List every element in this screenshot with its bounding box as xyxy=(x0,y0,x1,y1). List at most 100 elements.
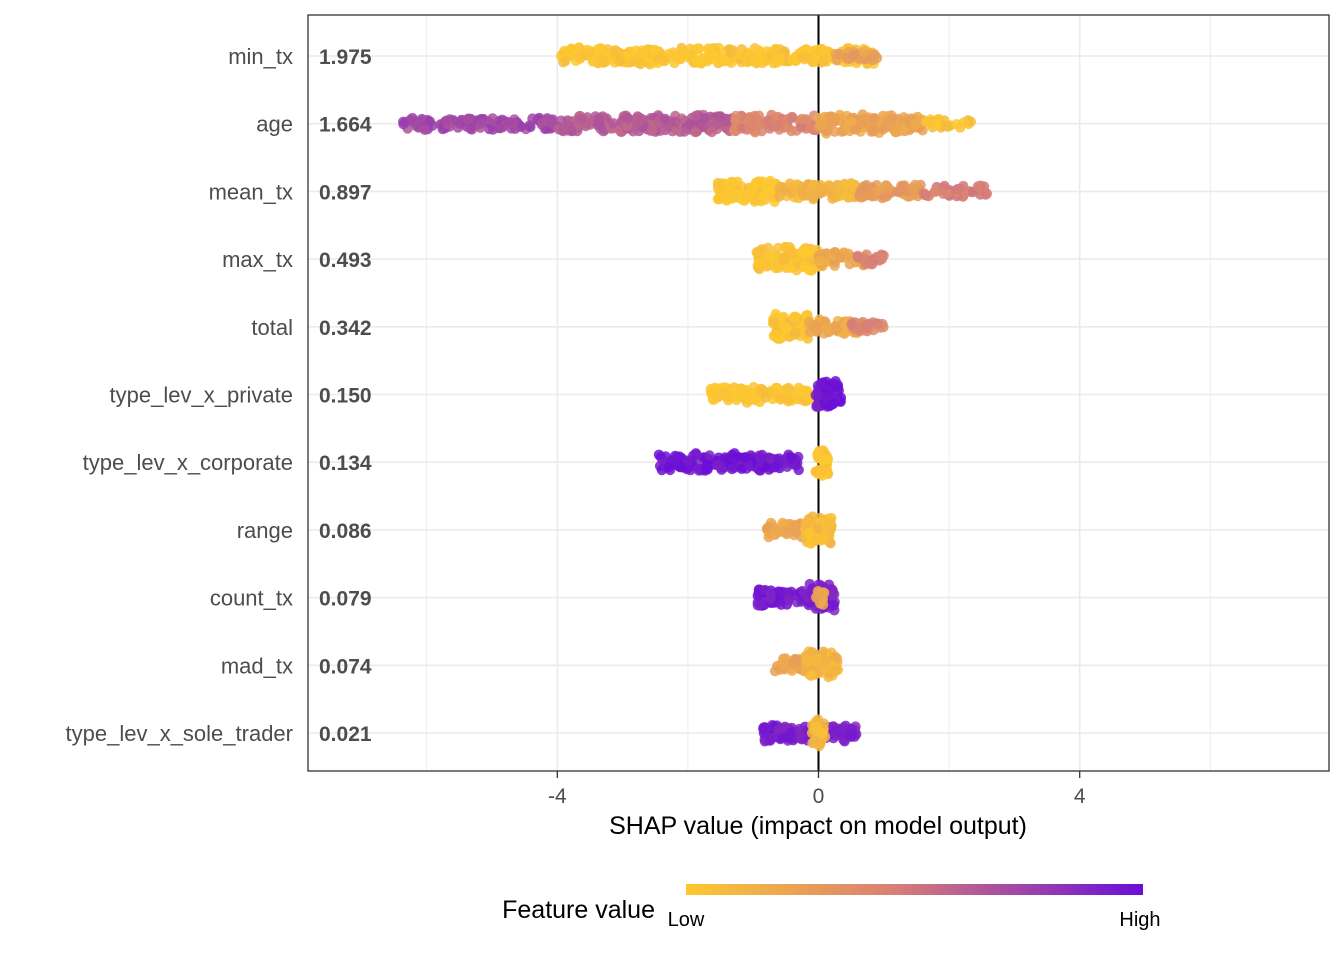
mean-abs-shap-label: 0.150 xyxy=(319,385,372,408)
shap-point xyxy=(817,454,829,465)
shap-point xyxy=(632,57,643,68)
shap-point xyxy=(811,401,822,412)
shap-point xyxy=(795,384,806,396)
shap-point xyxy=(873,185,884,196)
shap-point xyxy=(465,123,476,134)
shap-point xyxy=(929,186,940,197)
shap-point xyxy=(952,184,964,195)
shap-point xyxy=(847,49,859,61)
shap-point xyxy=(850,124,861,135)
feature-points-min_tx xyxy=(556,42,883,70)
shap-point xyxy=(857,109,868,120)
feature-name-label: mad_tx xyxy=(221,653,293,678)
mean-abs-shap-label: 0.021 xyxy=(319,723,372,746)
shap-point xyxy=(881,190,893,202)
mean-abs-shap-label: 0.493 xyxy=(319,249,372,272)
shap-point xyxy=(806,190,817,201)
shap-point xyxy=(784,178,796,189)
shap-point xyxy=(728,386,739,397)
shap-point xyxy=(614,56,625,67)
shap-point xyxy=(754,456,765,467)
shap-point xyxy=(803,53,814,64)
shap-point xyxy=(805,538,816,549)
shap-point xyxy=(816,120,827,131)
shap-point xyxy=(637,45,648,56)
shap-point xyxy=(823,579,835,590)
shap-point xyxy=(810,466,821,477)
shap-point xyxy=(859,181,870,192)
shap-point xyxy=(730,110,742,122)
shap-point xyxy=(761,259,772,270)
shap-point xyxy=(768,58,779,69)
shap-point xyxy=(691,57,703,68)
feature-name-label: type_lev_x_corporate xyxy=(83,450,293,475)
feature-points-max_tx xyxy=(751,241,889,276)
shap-point xyxy=(804,245,815,257)
shap-point xyxy=(829,247,841,258)
shap-point xyxy=(781,383,792,395)
shap-point xyxy=(749,394,761,406)
shap-point xyxy=(574,114,585,125)
shap-point xyxy=(659,113,671,125)
shap-point xyxy=(752,590,763,602)
shap-point xyxy=(706,126,717,138)
feature-points-total xyxy=(767,308,889,344)
shap-point xyxy=(841,190,853,201)
feature-labels: min_tx 1.975 age 1.664 mean_tx 0.897 max_tx 0.4… xyxy=(66,44,372,746)
x-tick-label: -4 xyxy=(548,785,567,808)
shap-point xyxy=(872,318,884,330)
shap-point xyxy=(845,731,857,742)
shap-point xyxy=(427,120,438,131)
shap-point xyxy=(797,585,808,597)
shap-point xyxy=(815,738,826,749)
shap-point xyxy=(805,670,817,681)
shap-point xyxy=(822,388,834,399)
feature-name-label: type_lev_x_private xyxy=(110,383,293,408)
feature-name-label: type_lev_x_sole_trader xyxy=(66,721,293,746)
feature-points-mad_tx xyxy=(769,646,844,683)
shap-point xyxy=(802,390,813,401)
shap-points xyxy=(398,42,993,752)
shap-point xyxy=(796,122,807,133)
shap-point xyxy=(818,646,829,657)
shap-point xyxy=(907,183,919,194)
shap-point xyxy=(828,732,839,744)
shap-point xyxy=(723,395,734,406)
shap-point xyxy=(503,117,515,128)
x-axis-title: SHAP value (impact on model output) xyxy=(609,812,1027,840)
shap-point xyxy=(807,737,818,749)
shap-point xyxy=(882,183,893,195)
shap-point xyxy=(818,54,829,65)
shap-point xyxy=(824,181,835,192)
shap-point xyxy=(712,459,723,471)
shap-point xyxy=(752,120,764,131)
color-legend: Feature value Low High xyxy=(502,884,1161,931)
shap-point xyxy=(931,119,943,130)
shap-point xyxy=(758,190,769,201)
shap-point xyxy=(828,599,840,611)
shap-point xyxy=(804,264,815,276)
shap-point xyxy=(789,520,800,531)
mean-abs-shap-label: 0.086 xyxy=(319,520,372,543)
legend-title: Feature value xyxy=(502,896,655,924)
mean-abs-shap-label: 1.664 xyxy=(319,114,372,137)
shap-point xyxy=(764,178,775,189)
shap-point xyxy=(779,254,790,266)
shap-point xyxy=(748,181,759,192)
x-tick-label: 4 xyxy=(1074,785,1086,808)
shap-point xyxy=(716,192,727,203)
shap-point xyxy=(556,115,567,126)
feature-name-label: range xyxy=(237,518,293,543)
shap-point xyxy=(831,324,843,335)
mean-abs-shap-label: 0.079 xyxy=(319,588,372,611)
shap-point xyxy=(693,465,705,476)
shap-point xyxy=(803,527,815,539)
shap-point xyxy=(536,117,548,129)
shap-point xyxy=(610,45,621,56)
shap-point xyxy=(846,318,857,330)
shap-point xyxy=(709,53,720,64)
shap-point xyxy=(752,600,764,611)
shap-point xyxy=(972,181,984,192)
shap-point xyxy=(608,118,619,129)
shap-point xyxy=(815,378,827,389)
